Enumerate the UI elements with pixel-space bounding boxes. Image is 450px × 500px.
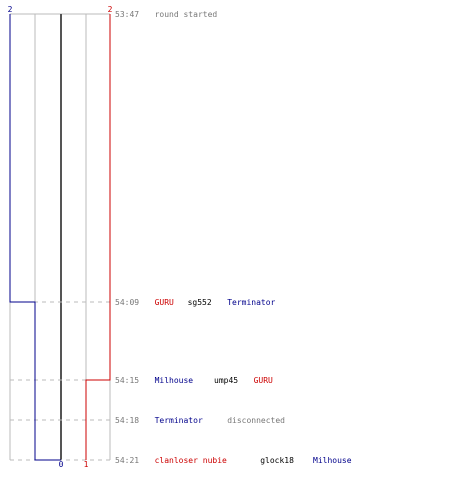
event-segment-blue: Terminator xyxy=(155,416,203,425)
event-time: 54:09 xyxy=(115,298,139,307)
event-segment-neutral: ump45 xyxy=(214,376,238,385)
event-segment-muted: round started xyxy=(155,10,218,19)
event-segment-neutral: glock18 xyxy=(260,456,294,465)
red-team-line xyxy=(85,14,111,460)
event-segment-muted: disconnected xyxy=(227,416,285,425)
event-log: 53:47 round started 54:09 GURU sg552 Terminat… xyxy=(115,10,352,465)
event-time: 54:21 xyxy=(115,456,139,465)
red-end-count: 1 xyxy=(84,460,89,469)
event-time: 54:18 xyxy=(115,416,139,425)
event-segment-red: clanloser nubie xyxy=(155,456,227,465)
event-entry: 54:15 Milhouse ump45 GURU xyxy=(115,376,273,385)
event-entry: 54:09 GURU sg552 Terminator xyxy=(115,298,276,307)
event-entry: 54:21 clanloser nubie glock18 Milhouse xyxy=(115,456,352,465)
event-segment-red: GURU xyxy=(254,376,273,385)
event-segment-blue: Milhouse xyxy=(313,456,352,465)
event-segment-neutral: sg552 xyxy=(188,298,212,307)
event-entry: 54:18 Terminator disconnected xyxy=(115,416,285,425)
blue-team-line xyxy=(9,14,61,461)
team-step-lines xyxy=(9,14,111,461)
event-time: 54:15 xyxy=(115,376,139,385)
event-segment-red: GURU xyxy=(155,298,174,307)
player-count-labels: 2 2 0 1 xyxy=(8,5,113,469)
event-segment-blue: Terminator xyxy=(227,298,275,307)
blue-start-count: 2 xyxy=(8,5,13,14)
blue-end-count: 0 xyxy=(59,460,64,469)
event-entry: 53:47 round started xyxy=(115,10,217,19)
event-time: 53:47 xyxy=(115,10,139,19)
grid-lines xyxy=(9,13,111,460)
red-start-count: 2 xyxy=(108,5,113,14)
event-segment-blue: Milhouse xyxy=(155,376,194,385)
